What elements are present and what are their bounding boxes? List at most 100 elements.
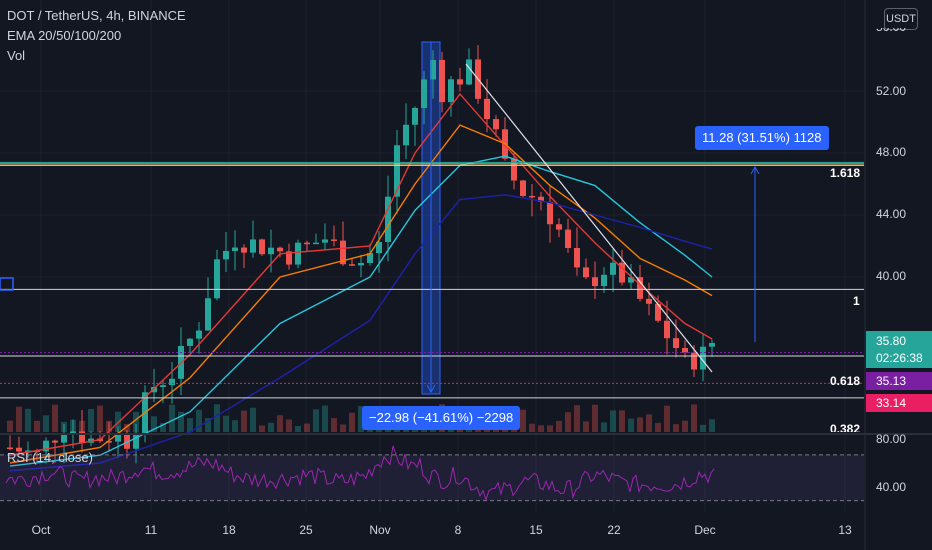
measure-arrowhead xyxy=(426,384,436,394)
volume-bar xyxy=(331,418,337,432)
candle-body xyxy=(196,330,202,339)
candle-body xyxy=(709,343,715,347)
candle-body xyxy=(448,79,454,103)
volume-bar xyxy=(178,411,184,432)
volume-bar xyxy=(223,415,229,432)
volume-bar xyxy=(124,424,130,432)
x-tick-label: 15 xyxy=(529,523,543,537)
volume-bar xyxy=(295,425,301,432)
candle-body xyxy=(286,251,292,265)
candle-body xyxy=(682,347,688,353)
candle-body xyxy=(547,201,553,225)
volume-bar xyxy=(700,424,706,432)
volume-bar xyxy=(313,409,319,432)
volume-bar xyxy=(682,420,688,432)
volume-bar xyxy=(664,405,670,432)
y-tick-label: 52.00 xyxy=(876,84,907,98)
volume-bar xyxy=(304,423,310,432)
volume-bar xyxy=(601,422,607,432)
volume-bar xyxy=(610,410,616,432)
candle-body xyxy=(205,298,211,331)
x-tick-label: 18 xyxy=(222,523,236,537)
ema-indicator-label[interactable]: EMA 20/50/100/200 xyxy=(7,28,122,43)
candle-body xyxy=(601,274,607,287)
candle-body xyxy=(250,239,256,253)
candle-body xyxy=(691,352,697,370)
volume-bar xyxy=(16,406,22,432)
volume-bar xyxy=(160,423,166,432)
currency-unit-button[interactable]: USDT xyxy=(884,8,918,30)
volume-bar xyxy=(322,405,328,432)
fib-label-1618: 1.618 xyxy=(830,166,861,180)
x-tick-label: Nov xyxy=(369,523,391,537)
volume-bar xyxy=(358,406,364,432)
trend-line[interactable] xyxy=(465,63,713,373)
volume-bar xyxy=(232,420,238,432)
volume-bar xyxy=(7,420,13,432)
candle-body xyxy=(160,385,166,388)
x-tick-label: 25 xyxy=(299,523,313,537)
volume-indicator-label[interactable]: Vol xyxy=(7,48,26,63)
candle-body xyxy=(358,262,364,266)
grid xyxy=(0,0,864,512)
volume-bar xyxy=(673,424,679,432)
fib-label-1: 1 xyxy=(853,294,860,308)
rsi-band xyxy=(0,454,864,501)
candle-body xyxy=(403,124,409,146)
measure-label-down[interactable]: −22.98 (−41.61%) −2298 xyxy=(362,406,521,430)
volume-bar xyxy=(250,407,256,432)
rsi-indicator-label[interactable]: RSI (14, close) xyxy=(7,450,93,465)
candle-body xyxy=(61,433,67,443)
volume-bar xyxy=(169,404,175,432)
volume-bar xyxy=(34,420,40,432)
rsi-line xyxy=(5,445,715,502)
volume-bar xyxy=(241,410,247,432)
candle-body xyxy=(367,253,373,263)
volume-bar xyxy=(547,425,553,432)
price-label-low: 33.14 xyxy=(866,394,932,412)
volume-bar xyxy=(592,404,598,432)
candle-body xyxy=(16,447,22,452)
rsi-tick-label: 80.00 xyxy=(876,432,907,446)
ema-line xyxy=(9,124,713,464)
candle-body xyxy=(295,242,301,265)
last-price-value: 35.80 xyxy=(876,334,907,348)
candle-body xyxy=(7,447,13,449)
candle-body xyxy=(151,387,157,393)
bar-countdown: 02:26:38 xyxy=(876,351,923,365)
volume-bar xyxy=(565,412,571,432)
volume-bar xyxy=(583,421,589,432)
volume-bar xyxy=(43,415,49,432)
candle-body xyxy=(223,250,229,260)
ema-line xyxy=(9,92,713,456)
measure-arrowhead xyxy=(750,165,760,175)
fib-label-0618: 0.618 xyxy=(830,374,861,388)
last-price-label[interactable]: 35.80 02:26:38 xyxy=(866,331,932,368)
rsi-tick-label: 40.00 xyxy=(876,480,907,494)
volume-bar xyxy=(259,425,265,432)
offscreen-marker xyxy=(0,277,14,291)
volume-bar xyxy=(196,409,202,432)
volume-bar xyxy=(277,415,283,432)
candle-body xyxy=(412,107,418,125)
y-tick-label: 44.00 xyxy=(876,207,907,221)
candle-body xyxy=(556,224,562,230)
candle-body xyxy=(700,346,706,370)
candle-body xyxy=(619,262,625,283)
candle-body xyxy=(349,264,355,266)
rsi-pane xyxy=(0,445,864,502)
volume-bar xyxy=(268,422,274,432)
candle-body xyxy=(79,431,85,443)
x-tick-label: 13 xyxy=(838,523,852,537)
volume-bar xyxy=(151,416,157,432)
candle-body xyxy=(664,320,670,339)
candle-body xyxy=(106,441,112,443)
candle-body xyxy=(583,267,589,278)
candle-body xyxy=(70,431,76,434)
candle-body xyxy=(628,277,634,283)
volume-bar xyxy=(556,420,562,432)
candle-body xyxy=(331,239,337,241)
measure-label-up[interactable]: 11.28 (31.51%) 1128 xyxy=(695,126,829,150)
candle-body xyxy=(214,259,220,299)
